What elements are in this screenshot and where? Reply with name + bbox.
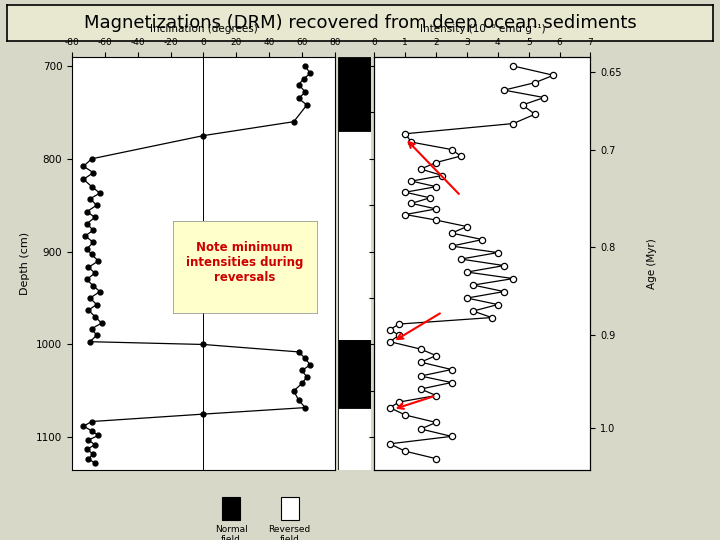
Text: Magnetizations (DRM) recovered from deep ocean sediments: Magnetizations (DRM) recovered from deep… xyxy=(84,14,636,32)
Bar xyxy=(338,408,371,470)
Bar xyxy=(338,131,371,340)
Text: Brunhes: Brunhes xyxy=(387,75,396,112)
Text: Normal
field: Normal field xyxy=(215,525,248,540)
X-axis label: Inclination (degrees): Inclination (degrees) xyxy=(150,24,257,35)
X-axis label: Intensity (10⁻⁶ emu g⁻¹): Intensity (10⁻⁶ emu g⁻¹) xyxy=(420,24,545,35)
Bar xyxy=(338,340,371,408)
Text: Jaramillo: Jaramillo xyxy=(387,354,396,394)
Text: Reversed
field: Reversed field xyxy=(269,525,311,540)
Bar xyxy=(281,497,299,520)
Y-axis label: Age (Myr): Age (Myr) xyxy=(647,238,657,288)
Text: Note minimum
intensities during
reversals: Note minimum intensities during reversal… xyxy=(186,241,304,284)
Bar xyxy=(338,57,371,131)
Bar xyxy=(222,497,240,520)
Y-axis label: Depth (cm): Depth (cm) xyxy=(20,232,30,295)
